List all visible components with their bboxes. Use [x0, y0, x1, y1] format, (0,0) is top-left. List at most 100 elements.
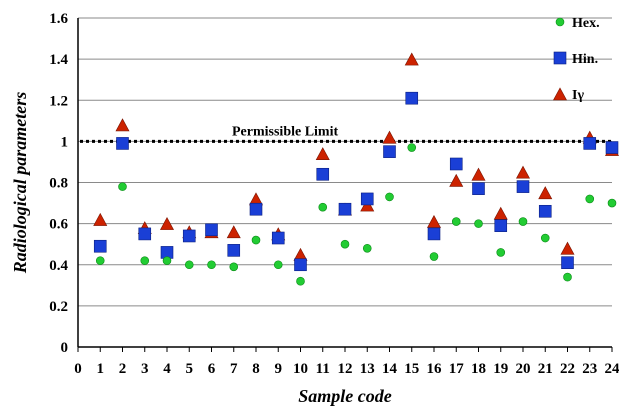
x-axis-title: Sample code — [298, 386, 391, 406]
triangle-point — [560, 241, 575, 255]
x-tick-label: 4 — [163, 361, 171, 377]
circle-point — [184, 260, 194, 270]
square-point — [583, 137, 597, 150]
circle-point — [429, 252, 439, 261]
square-point — [338, 202, 352, 216]
circle-point — [296, 276, 305, 286]
x-tick-label: 23 — [582, 361, 597, 377]
permissible-limit-label: Permissible Limit — [232, 124, 338, 139]
square-point — [494, 219, 508, 232]
square-point — [138, 227, 152, 241]
circle-point — [385, 192, 394, 202]
x-tick-label: 6 — [208, 361, 216, 377]
x-tick-label: 16 — [427, 361, 443, 377]
triangle-point — [226, 225, 241, 239]
x-tick-label: 10 — [293, 361, 308, 377]
circle-point — [540, 233, 550, 243]
axes — [77, 18, 613, 352]
triangle-point — [115, 118, 130, 132]
y-tick-label: 1 — [61, 134, 69, 150]
triangle-point — [315, 147, 330, 161]
y-tick-label: 0.8 — [49, 176, 68, 192]
x-tick-label: 20 — [516, 361, 531, 377]
circle-point — [607, 198, 617, 208]
square-point — [472, 182, 485, 195]
square-point — [294, 258, 307, 272]
square-point — [116, 137, 129, 150]
circle-point — [207, 260, 216, 270]
square-point — [249, 202, 263, 216]
square-point — [605, 141, 619, 154]
triangle-point — [471, 167, 486, 181]
triangle-point — [426, 214, 442, 228]
square-point — [316, 167, 330, 181]
x-tick-label: 8 — [252, 361, 260, 377]
triangle-point — [449, 173, 464, 187]
circle-point — [140, 256, 150, 265]
x-tick-label: 22 — [560, 361, 575, 377]
x-tick-label: 11 — [316, 361, 330, 377]
x-tick-label: 24 — [605, 361, 619, 377]
circle-point — [451, 217, 461, 226]
circle-point — [518, 217, 528, 226]
y-tick-label: 0.2 — [49, 299, 68, 315]
legend-marker-square — [553, 51, 567, 65]
square-point — [516, 180, 530, 193]
legend-label: Hex. — [572, 16, 600, 31]
legend: Hex. Hin. Iγ — [552, 16, 600, 103]
circle-point — [474, 219, 483, 228]
annotations: Permissible Limit — [80, 124, 612, 143]
triangle-point — [493, 206, 508, 220]
circle-point — [118, 182, 127, 191]
square-point — [93, 239, 107, 253]
x-tick-label: 21 — [538, 361, 553, 377]
x-tick-label: 17 — [449, 361, 465, 377]
triangle-point — [538, 186, 553, 200]
circle-point — [162, 256, 172, 265]
triangle-point — [159, 216, 175, 230]
square-point — [205, 223, 218, 237]
legend-marker-triangle — [552, 87, 568, 101]
triangle-point — [382, 130, 397, 144]
x-tick-label: 1 — [97, 361, 105, 377]
legend-label: Iγ — [572, 88, 584, 103]
triangle-point — [515, 165, 531, 179]
circle-point — [585, 194, 595, 204]
circle-point — [273, 260, 283, 270]
circle-point — [496, 248, 506, 257]
circle-point — [318, 202, 328, 212]
y-tick-label: 0.4 — [49, 258, 68, 274]
x-tick-label: 0 — [74, 361, 82, 377]
circle-point — [563, 272, 572, 282]
y-tick-label: 0.6 — [49, 217, 68, 233]
gridlines — [78, 17, 612, 307]
legend-marker-circle — [555, 17, 565, 27]
x-tick-labels: 0 1 2 3 4 5 6 7 8 9 10 11 12 13 14 15 16 17 18 19 20 21 22 23 24 — [74, 361, 619, 377]
square-point — [383, 145, 396, 158]
circle-point — [229, 262, 239, 272]
square-point — [561, 256, 574, 269]
square-point — [271, 231, 285, 245]
x-tick-label: 19 — [493, 361, 508, 377]
x-tick-label: 3 — [141, 361, 149, 377]
x-tick-label: 15 — [404, 361, 419, 377]
circle-point — [340, 239, 350, 249]
square-point — [182, 229, 196, 243]
circle-point — [407, 143, 417, 152]
series-circle — [95, 143, 617, 286]
square-point — [538, 204, 552, 218]
triangle-point — [93, 212, 108, 226]
x-tick-label: 2 — [119, 361, 127, 377]
y-tick-labels: 0 0.2 0.4 0.6 0.8 1 1.2 1.4 1.6 — [49, 11, 68, 356]
y-tick-label: 1.4 — [49, 52, 68, 68]
triangle-point — [404, 52, 419, 66]
square-point — [427, 227, 441, 241]
y-tick-label: 1.2 — [49, 93, 68, 109]
x-tick-label: 9 — [275, 361, 283, 377]
y-tick-label: 0 — [61, 340, 69, 356]
square-point — [449, 157, 463, 171]
square-point — [405, 91, 419, 105]
circle-point — [362, 244, 372, 253]
x-tick-label: 18 — [471, 361, 486, 377]
